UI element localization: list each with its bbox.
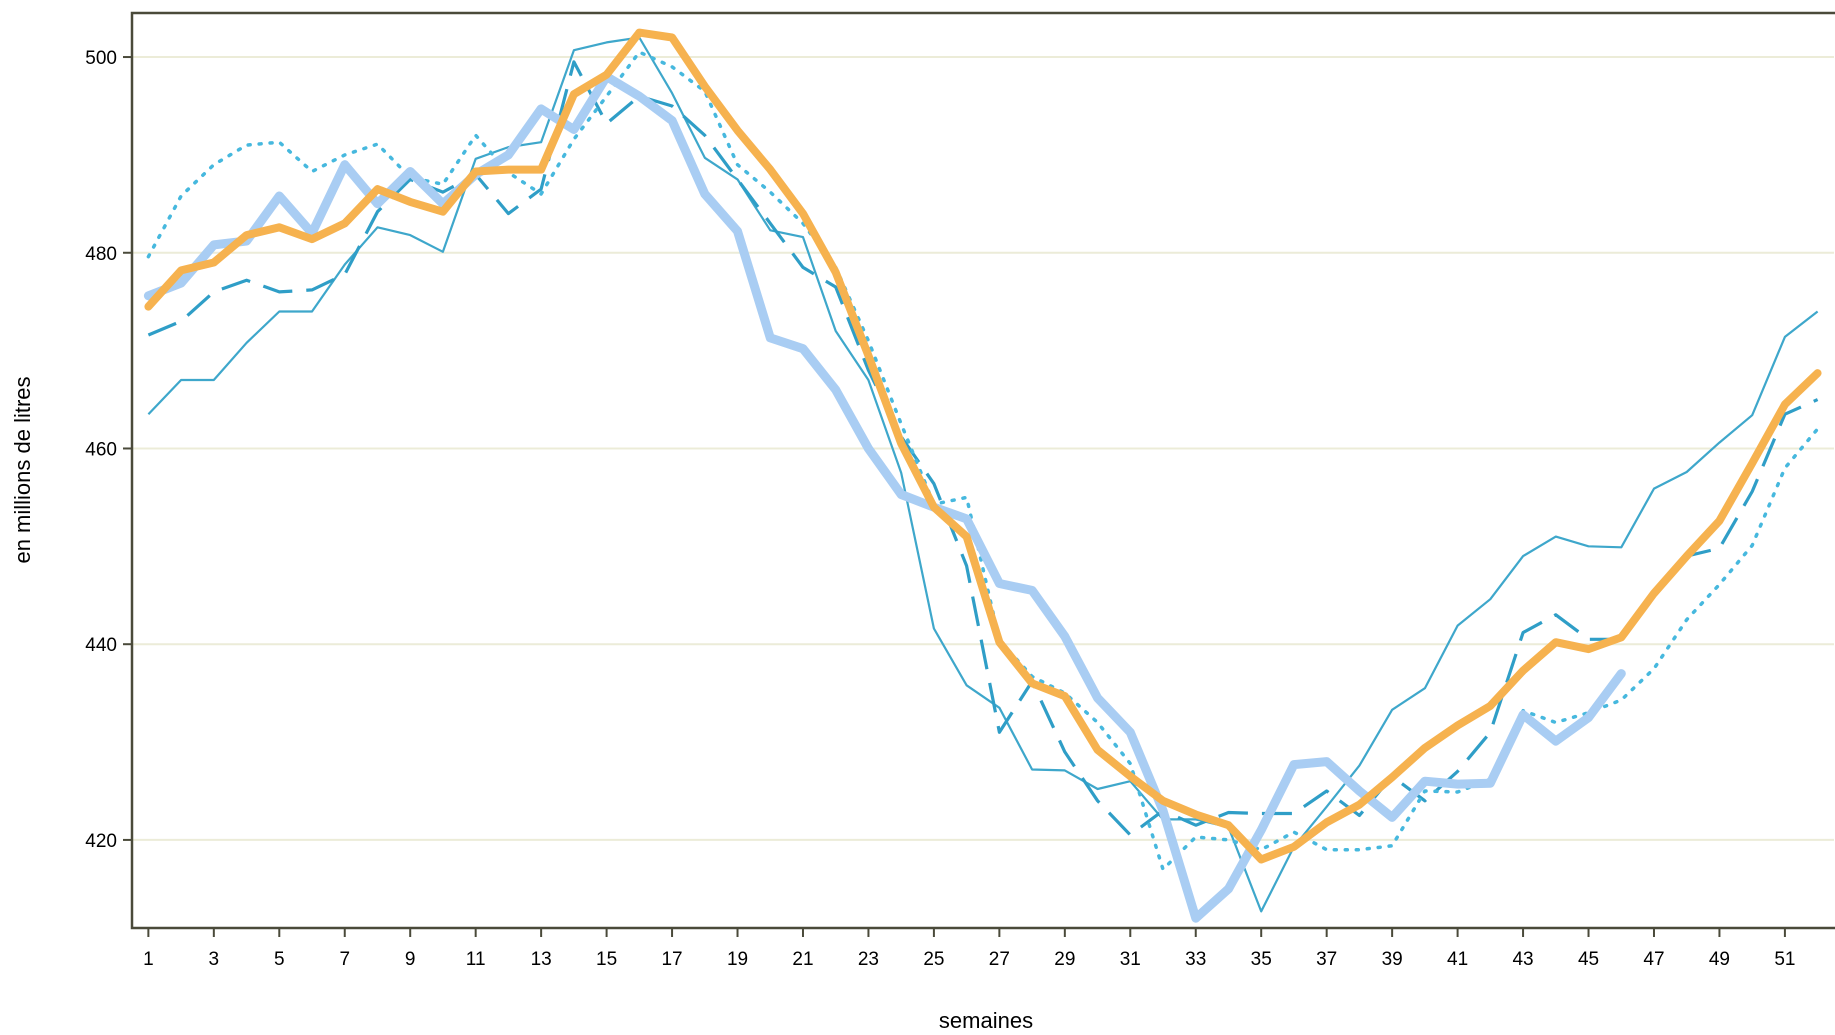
series-line-orange-thick xyxy=(144,28,1822,864)
x-tick-label: 47 xyxy=(1643,949,1664,970)
x-tick-label: 11 xyxy=(466,949,486,970)
x-axis-label: semaines xyxy=(939,1008,1033,1033)
x-tick-label: 21 xyxy=(792,949,813,970)
x-tick-label: 49 xyxy=(1709,949,1730,970)
y-tick-label: 500 xyxy=(85,48,117,69)
series-line-thin-solid xyxy=(147,36,1819,913)
x-tick-label: 23 xyxy=(858,949,879,970)
x-tick-label: 37 xyxy=(1316,949,1337,970)
x-tick-label: 13 xyxy=(531,949,552,970)
y-tick-label: 480 xyxy=(85,244,117,265)
x-tick-label: 1 xyxy=(143,949,154,970)
y-tick-label: 460 xyxy=(85,439,117,460)
plot-frame xyxy=(130,11,1835,930)
y-axis-ticks: 420 440 460 480 500 xyxy=(85,48,132,852)
x-tick-label: 45 xyxy=(1578,949,1599,970)
x-tick-label: 35 xyxy=(1251,949,1272,970)
y-axis-label: en millions de litres xyxy=(10,376,35,563)
y-tick-label: 420 xyxy=(85,831,117,852)
x-tick-label: 25 xyxy=(923,949,944,970)
x-tick-label: 33 xyxy=(1185,949,1206,970)
x-tick-label: 15 xyxy=(596,949,617,970)
x-tick-label: 31 xyxy=(1120,949,1141,970)
series-line-light-blue-thick xyxy=(143,72,1626,923)
x-tick-label: 5 xyxy=(274,949,285,970)
x-tick-label: 3 xyxy=(209,949,220,970)
x-tick-label: 7 xyxy=(339,949,350,970)
series-lines xyxy=(143,28,1822,923)
x-tick-label: 17 xyxy=(661,949,682,970)
x-tick-label: 29 xyxy=(1054,949,1075,970)
x-tick-label: 39 xyxy=(1382,949,1403,970)
x-tick-label: 51 xyxy=(1774,949,1795,970)
y-tick-label: 440 xyxy=(85,635,117,656)
x-axis-ticks: 1 3 5 7 9 11 13 15 17 19 21 23 25 27 29 31 33 35 37 39 41 43 4… xyxy=(143,928,1795,970)
x-tick-label: 9 xyxy=(405,949,416,970)
x-tick-label: 19 xyxy=(727,949,748,970)
x-tick-label: 43 xyxy=(1512,949,1533,970)
x-tick-label: 41 xyxy=(1447,949,1468,970)
series-line-dotted xyxy=(146,50,1820,872)
x-tick-label: 27 xyxy=(989,949,1010,970)
